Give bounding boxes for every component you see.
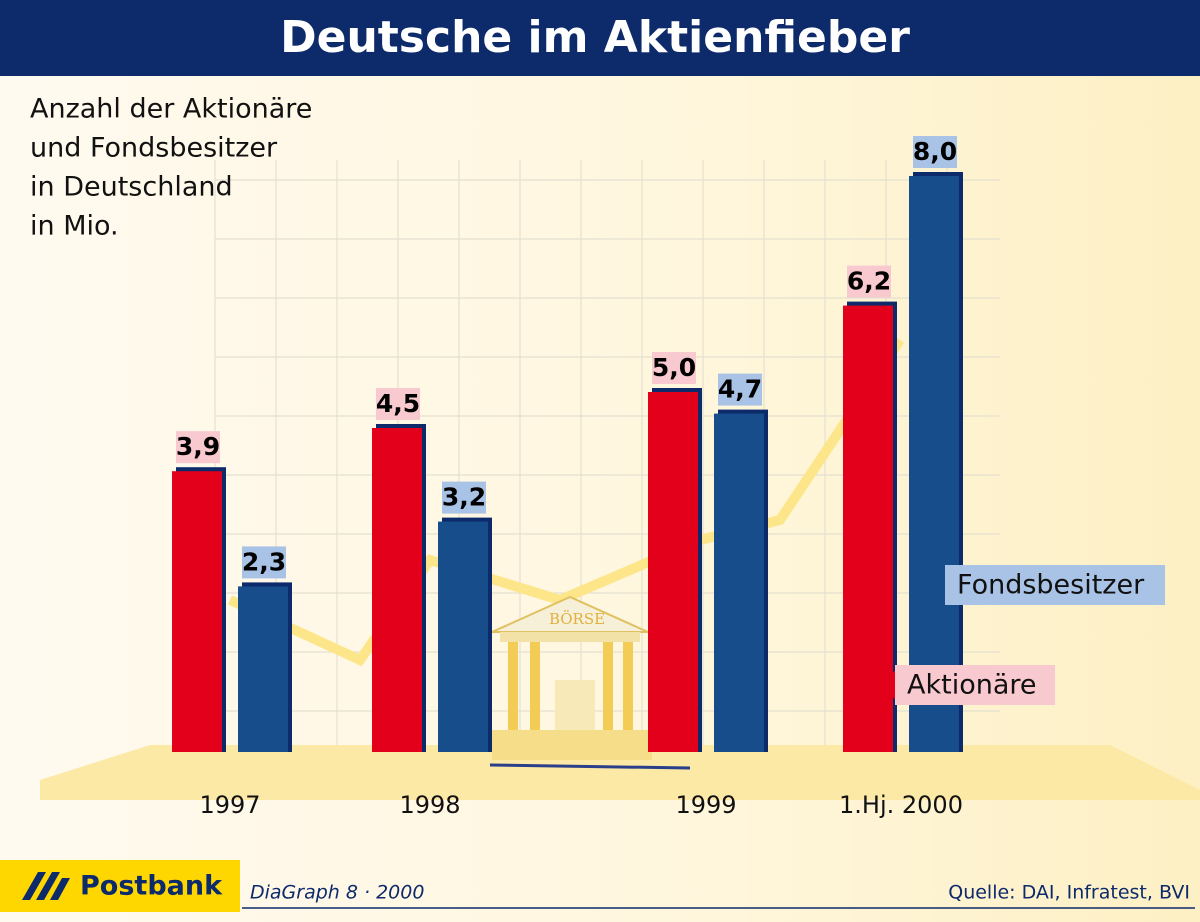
title-banner (0, 0, 1200, 76)
value-label: 8,0 (913, 137, 957, 166)
source: Quelle: DAI, Infratest, BVI (948, 882, 1190, 904)
brand-box (0, 860, 240, 912)
bar (843, 305, 893, 752)
bar (238, 586, 288, 752)
bar (648, 392, 698, 752)
subtitle-line: in Mio. (30, 211, 119, 242)
value-label: 3,2 (442, 483, 486, 512)
subtitle-line: in Deutschland (30, 172, 233, 203)
value-label-bg (847, 265, 891, 298)
x-tick-label: 1.Hj. 2000 (839, 791, 963, 819)
subtitle-line: Anzahl der Aktionäre (30, 94, 312, 125)
illustration-label: BÖRSE (549, 610, 605, 628)
bars: 1997 3,9 2,3 1998 4,5 3,2 1999 5,0 4,7 1.Hj. 2000… (172, 136, 1165, 819)
legend-box (895, 665, 1055, 705)
value-label-bg (242, 546, 286, 579)
value-label: 5,0 (652, 353, 696, 382)
x-tick-label: 1997 (199, 791, 260, 819)
legend-label: Fondsbesitzer (957, 570, 1145, 601)
legend-label: Aktionäre (907, 670, 1037, 701)
bar (909, 176, 959, 752)
value-label-bg (913, 136, 957, 168)
value-label: 2,3 (242, 547, 286, 576)
boerse-building: BÖRSE (489, 595, 691, 770)
subtitle: Anzahl der Aktionäre und Fondsbesitzer in … (30, 94, 312, 242)
value-label-bg (376, 388, 420, 420)
value-label-bg (652, 352, 696, 384)
chart-title: Deutsche im Aktienfieber (280, 12, 910, 63)
value-label: 4,7 (718, 375, 762, 404)
value-label-bg (176, 431, 220, 464)
footer: Postbank DiaGraph 8 · 2000 Quelle: DAI, … (0, 860, 1195, 912)
floor (40, 745, 1200, 800)
value-label-bg (442, 481, 486, 514)
bar (372, 428, 422, 752)
value-label-bg (718, 373, 762, 406)
trend-decoration (227, 337, 905, 667)
brand-name: Postbank (80, 871, 223, 902)
legend-arrow (875, 671, 895, 699)
legend-box (945, 565, 1165, 605)
bar (714, 413, 764, 752)
x-tick-label: 1998 (399, 791, 460, 819)
value-label: 4,5 (376, 389, 420, 418)
bar (438, 521, 488, 752)
legend-arrow (925, 571, 945, 599)
value-label: 3,9 (176, 432, 220, 461)
bar (172, 471, 222, 752)
x-tick-label: 1999 (675, 791, 736, 819)
value-label: 6,2 (847, 267, 891, 296)
subtitle-line: und Fondsbesitzer (30, 133, 278, 164)
brand-logo (22, 872, 70, 900)
credit: DiaGraph 8 · 2000 (250, 882, 424, 904)
